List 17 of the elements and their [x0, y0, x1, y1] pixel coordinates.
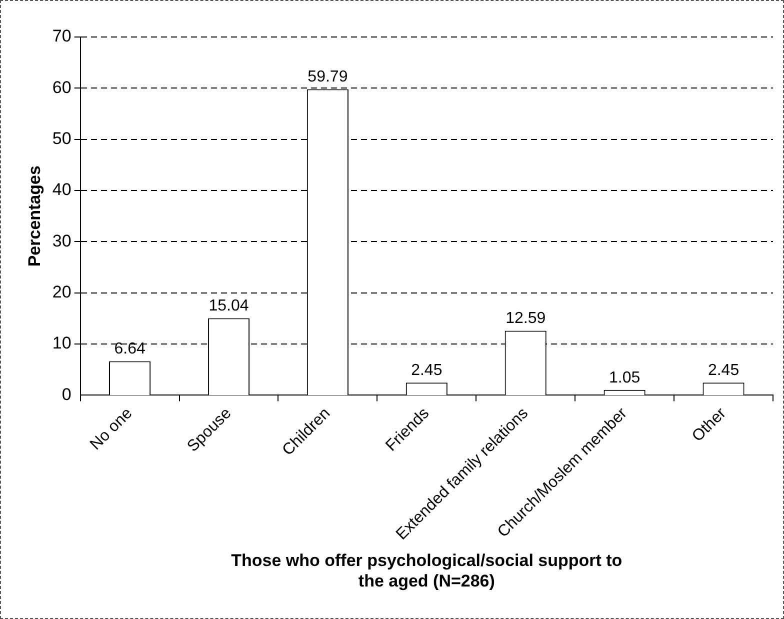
y-tick-label: 20	[52, 282, 72, 302]
data-label: 2.45	[411, 362, 442, 380]
y-tick-label: 0	[62, 384, 72, 404]
y-tick-label: 50	[52, 129, 72, 148]
y-axis-title: Percentages	[24, 166, 44, 267]
y-tick-label: 60	[52, 78, 72, 97]
y-tick-label: 30	[52, 231, 72, 250]
y-tick-label: 10	[52, 334, 72, 353]
data-label: 12.59	[506, 310, 546, 328]
data-label: 1.05	[608, 369, 640, 386]
data-label: 59.79	[308, 68, 348, 86]
data-label: 2.45	[708, 362, 740, 380]
data-label: 15.04	[208, 298, 249, 315]
x-tick-label: No one	[87, 404, 136, 454]
y-tick-label: 40	[52, 180, 72, 200]
y-tick-label: 70	[52, 26, 72, 46]
x-axis-title: Those who offer psychological/social support to the aged (N=286)	[231, 551, 622, 590]
